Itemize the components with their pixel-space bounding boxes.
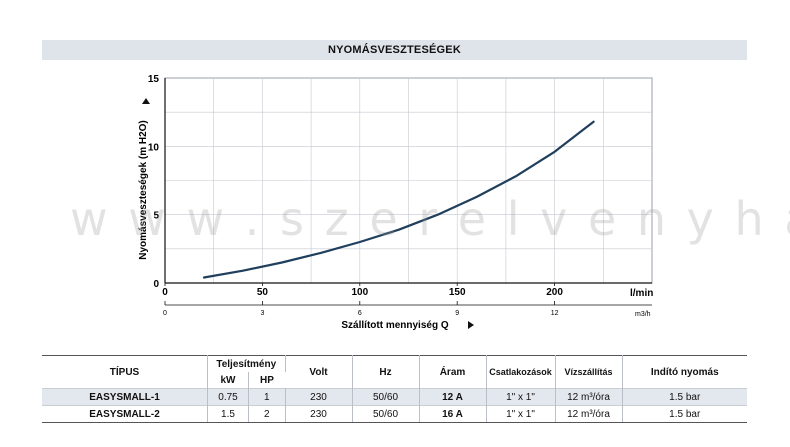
header-vizszallitas: Vízszállítás xyxy=(555,355,623,389)
header-csatlakozasok: Csatlakozások xyxy=(486,355,556,389)
cell-hz: 50/60 xyxy=(352,388,420,406)
cell-volt: 230 xyxy=(285,405,353,423)
cell-vizszallitas: 12 m³/óra xyxy=(555,405,623,423)
x-tick-label: 0 xyxy=(162,287,168,298)
x2-tick-label: 12 xyxy=(551,310,559,317)
header-volt: Volt xyxy=(285,355,353,389)
x-axis-unit-primary: l/min xyxy=(630,288,653,299)
x2-tick-label: 3 xyxy=(260,310,264,317)
cell-csatlakozas: 1" x 1" xyxy=(486,388,556,406)
cell-csatlakozas: 1" x 1" xyxy=(486,405,556,423)
x-axis-label: Szállított mennyiség Q xyxy=(341,320,448,331)
table-row: EASYSMALL-2 1.5 2 230 50/60 16 A 1" x 1"… xyxy=(42,405,747,423)
cell-aram: 16 A xyxy=(419,405,487,423)
y-axis-arrow-icon xyxy=(142,98,150,104)
chart-series xyxy=(202,120,595,279)
x2-tick-label: 0 xyxy=(163,310,167,317)
chart-title-band: NYOMÁSVESZTESÉGEK xyxy=(42,40,747,60)
x2-tick-label: 9 xyxy=(455,310,459,317)
cell-kw: 1.5 xyxy=(207,405,249,423)
table-row: EASYSMALL-1 0.75 1 230 50/60 12 A 1" x 1… xyxy=(42,388,747,406)
series-line xyxy=(202,120,595,279)
cell-indito: 1.5 bar xyxy=(622,405,747,423)
header-hz: Hz xyxy=(352,355,420,389)
cell-tipus: EASYSMALL-1 xyxy=(42,388,208,406)
cell-kw: 0.75 xyxy=(207,388,249,406)
header-teljesitmeny: Teljesítmény xyxy=(207,355,286,372)
header-kw: kW xyxy=(207,372,249,389)
y-tick-label: 15 xyxy=(148,74,160,85)
chart-title: NYOMÁSVESZTESÉGEK xyxy=(328,44,461,56)
chart-axes xyxy=(164,78,652,306)
cell-indito: 1.5 bar xyxy=(622,388,747,406)
cell-vizszallitas: 12 m³/óra xyxy=(555,388,623,406)
x-axis-arrow-icon xyxy=(468,321,474,329)
spec-table: TÍPUS Teljesítmény Volt Hz Áram Csatlako… xyxy=(42,355,747,423)
x-tick-label: 50 xyxy=(257,287,269,298)
header-tipus: TÍPUS xyxy=(42,355,208,389)
header-hp: HP xyxy=(248,372,285,389)
x-tick-label: 100 xyxy=(351,287,368,298)
y-axis-label: Nyomásveszteségek (m H2O) xyxy=(138,120,149,260)
header-indito: Indító nyomás xyxy=(622,355,747,389)
cell-hz: 50/60 xyxy=(352,405,420,423)
cell-aram: 12 A xyxy=(419,388,487,406)
chart-grid xyxy=(164,77,653,284)
cell-tipus: EASYSMALL-2 xyxy=(42,405,208,423)
x2-tick-label: 6 xyxy=(358,310,362,317)
y-tick-label: 10 xyxy=(148,142,160,153)
x-tick-label: 150 xyxy=(449,287,466,298)
watermark-text: w w w . s z e r e l v e n y h a z . h u xyxy=(70,192,790,246)
cell-hp: 2 xyxy=(248,405,286,423)
header-aram: Áram xyxy=(419,355,487,389)
x-tick-label: 200 xyxy=(546,287,563,298)
x-axis-unit-secondary: m3/h xyxy=(635,311,651,318)
cell-hp: 1 xyxy=(248,388,286,406)
cell-volt: 230 xyxy=(285,388,353,406)
y-tick-label: 5 xyxy=(153,211,159,222)
y-tick-label: 0 xyxy=(153,279,159,290)
